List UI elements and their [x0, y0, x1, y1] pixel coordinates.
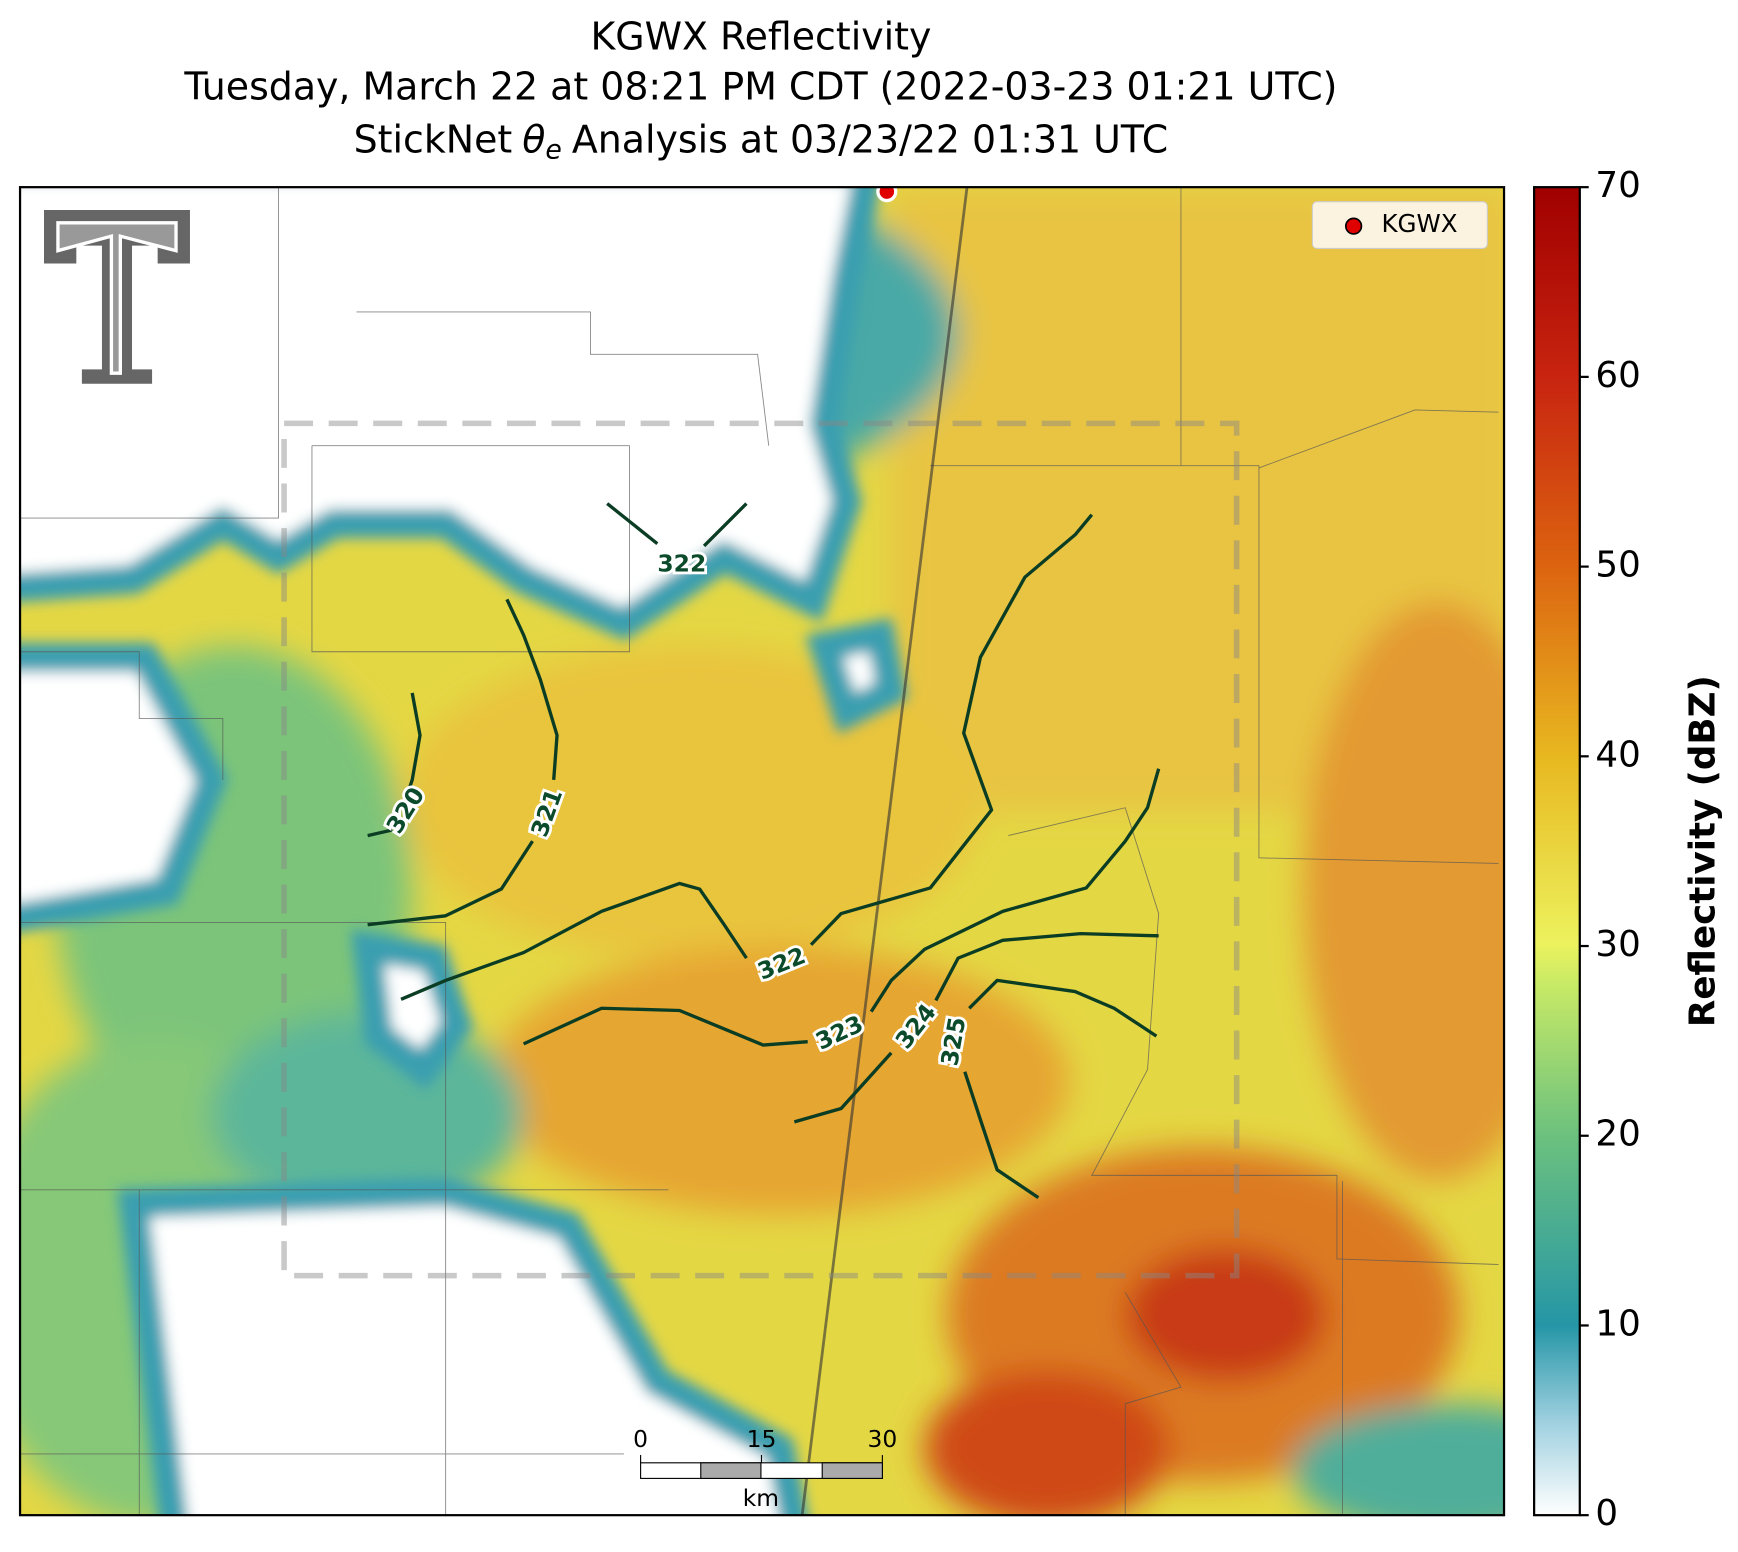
contour-line	[367, 828, 393, 838]
contour-line	[963, 1071, 1040, 1200]
title-line: Tuesday, March 22 at 08:21 PM CDT (2022-…	[183, 65, 1337, 109]
colorbar-tick-label: 30	[1595, 924, 1640, 965]
contour-line	[793, 1051, 893, 1124]
analysis-domain	[281, 420, 1240, 1279]
map-frame	[18, 186, 1506, 1517]
contour-line	[606, 502, 659, 545]
contour-line	[702, 502, 748, 548]
title-line: KGWX Reflectivity	[590, 14, 931, 58]
colorbar-tick-label: 70	[1595, 165, 1640, 206]
scalebar-unit: km	[743, 1484, 779, 1512]
colorbar-tick-label: 10	[1595, 1303, 1640, 1344]
contour-line	[505, 598, 559, 780]
logo	[40, 206, 194, 388]
colorbar-tick-label: 0	[1595, 1493, 1618, 1534]
colorbar-tick-label: 50	[1595, 545, 1640, 586]
colorbar-label: Reflectivity (dBZ)	[1683, 675, 1724, 1027]
scalebar-tick-label: 0	[633, 1425, 648, 1453]
highway	[800, 187, 969, 1516]
title-part: Analysis at 03/23/22 01:31 UTC	[572, 117, 1168, 161]
legend: KGWX	[1311, 201, 1488, 250]
title-subscript: e	[545, 134, 561, 165]
contour-line	[522, 1006, 808, 1047]
contour-line	[869, 768, 1161, 1013]
colorbar-tick-label: 20	[1595, 1114, 1640, 1155]
colorbar-tick-label: 60	[1595, 355, 1640, 396]
contour-line	[400, 881, 748, 1001]
scalebar-tick-label: 15	[747, 1425, 777, 1453]
contour-line	[809, 513, 1094, 946]
radar-field: 320 321 322 322 323 324 325 0 15 30 km	[20, 187, 1505, 1516]
title-symbol: θ	[522, 117, 545, 161]
contour-line	[405, 692, 422, 798]
scalebar-tick-label: 30	[867, 1425, 897, 1453]
contour-line	[934, 931, 1159, 1002]
contour-line	[367, 840, 534, 927]
scalebar: 0 15 30 km	[633, 1425, 897, 1512]
boundaries	[20, 187, 1499, 1516]
colorbar: Reflectivity (dBZ) 0 10 20 30 40 50 60 70	[1533, 165, 1724, 1534]
radar-site	[876, 187, 898, 203]
legend-label: KGWX	[1381, 209, 1457, 238]
colorbar-tick-label: 40	[1595, 734, 1640, 775]
contour-label: 322	[657, 549, 706, 577]
title-part: StickNet	[354, 117, 513, 161]
contour-line	[968, 978, 1158, 1038]
title-line: StickNet θe Analysis at 03/23/22 01:31 UTC	[354, 117, 1169, 165]
